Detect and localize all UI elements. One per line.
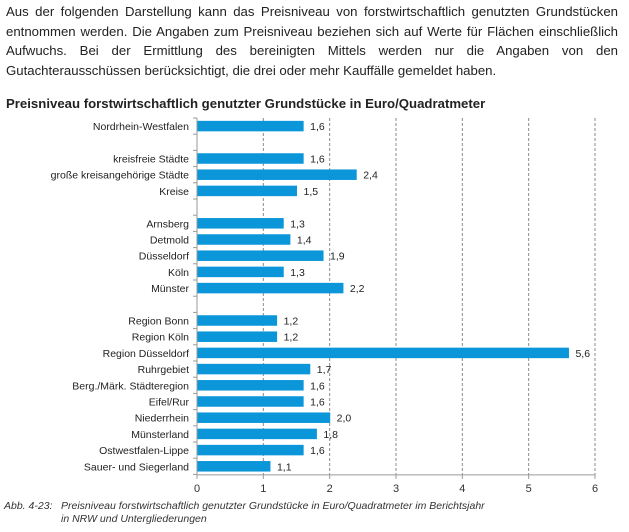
data-label: 2,0 <box>337 413 352 425</box>
category-label: große kreisangehörige Städte <box>51 170 189 182</box>
data-label: 1,3 <box>290 218 305 230</box>
category-label: Eifel/Rur <box>149 397 190 409</box>
x-tick-label: 1 <box>260 483 266 495</box>
bar <box>197 444 304 456</box>
category-label: Ostwestfalen-Lippe <box>99 445 189 457</box>
data-label: 1,9 <box>330 251 345 263</box>
bar <box>197 282 344 294</box>
x-tick-label: 4 <box>459 483 465 495</box>
data-label: 1,3 <box>290 267 305 279</box>
x-tick-label: 6 <box>592 483 598 495</box>
data-label: 1,6 <box>310 154 325 166</box>
x-tick-label: 0 <box>194 483 200 495</box>
x-tick-label: 2 <box>327 483 333 495</box>
bar <box>197 315 278 326</box>
bar <box>197 153 304 164</box>
chart-title: Preisniveau forstwirtschaftlich genutzte… <box>6 96 486 111</box>
bar <box>197 218 284 229</box>
bar <box>197 169 357 180</box>
category-label: Kreise <box>159 186 189 198</box>
bar <box>197 266 284 278</box>
caption-number: Abb. 4-23: <box>4 500 53 512</box>
category-label: Ruhrgebiet <box>138 364 189 376</box>
caption-line-1: Preisniveau forstwirtschaftlich genutzte… <box>61 500 485 512</box>
category-label: Region Bonn <box>128 316 189 328</box>
data-label: 1,6 <box>310 121 325 133</box>
bar <box>197 120 304 132</box>
intro-paragraph: Aus der folgenden Darstellung kann das P… <box>6 4 618 78</box>
category-label: Niederrhein <box>135 413 189 425</box>
figure-caption: Abb. 4-23: Preisniveau forstwirtschaftlic… <box>4 500 485 526</box>
category-label: Münsterland <box>131 429 189 441</box>
bar <box>197 250 324 261</box>
data-label: 1,6 <box>310 380 325 392</box>
category-label: Arnsberg <box>146 218 189 230</box>
bar <box>197 412 331 423</box>
data-label: 5,6 <box>575 348 590 360</box>
data-label: 1,2 <box>284 332 299 344</box>
bar <box>197 380 304 391</box>
x-tick-label: 5 <box>526 483 532 495</box>
bar <box>197 234 291 245</box>
data-label: 2,2 <box>350 283 365 295</box>
category-label: Düsseldorf <box>139 251 189 263</box>
bar <box>197 363 311 375</box>
x-tick-label: 3 <box>393 483 399 495</box>
data-label: 1,5 <box>304 186 319 198</box>
bar <box>197 185 297 197</box>
category-label: Detmold <box>150 235 189 247</box>
data-label: 1,8 <box>323 429 338 441</box>
bar <box>197 331 278 342</box>
category-label: Berg./Märk. Städteregion <box>72 380 189 392</box>
bar <box>197 396 304 407</box>
data-label: 1,1 <box>277 461 292 473</box>
data-label: 2,4 <box>363 170 378 182</box>
category-label: Köln <box>168 267 189 279</box>
data-label: 1,6 <box>310 445 325 457</box>
data-label: 1,6 <box>310 397 325 409</box>
category-label: Sauer- und Siegerland <box>84 461 189 473</box>
data-label: 1,7 <box>317 364 332 376</box>
category-label: Münster <box>151 283 189 295</box>
category-label: kreisfreie Städte <box>113 154 189 166</box>
caption-line-2: in NRW und Untergliederungen <box>61 513 207 525</box>
bar <box>197 461 271 472</box>
category-label: Region Köln <box>132 332 189 344</box>
category-label: Region Düsseldorf <box>103 348 189 360</box>
data-label: 1,2 <box>284 316 299 328</box>
category-label: Nordrhein-Westfalen <box>93 121 189 133</box>
bar <box>197 428 317 440</box>
data-label: 1,4 <box>297 235 312 247</box>
bar <box>197 347 569 359</box>
